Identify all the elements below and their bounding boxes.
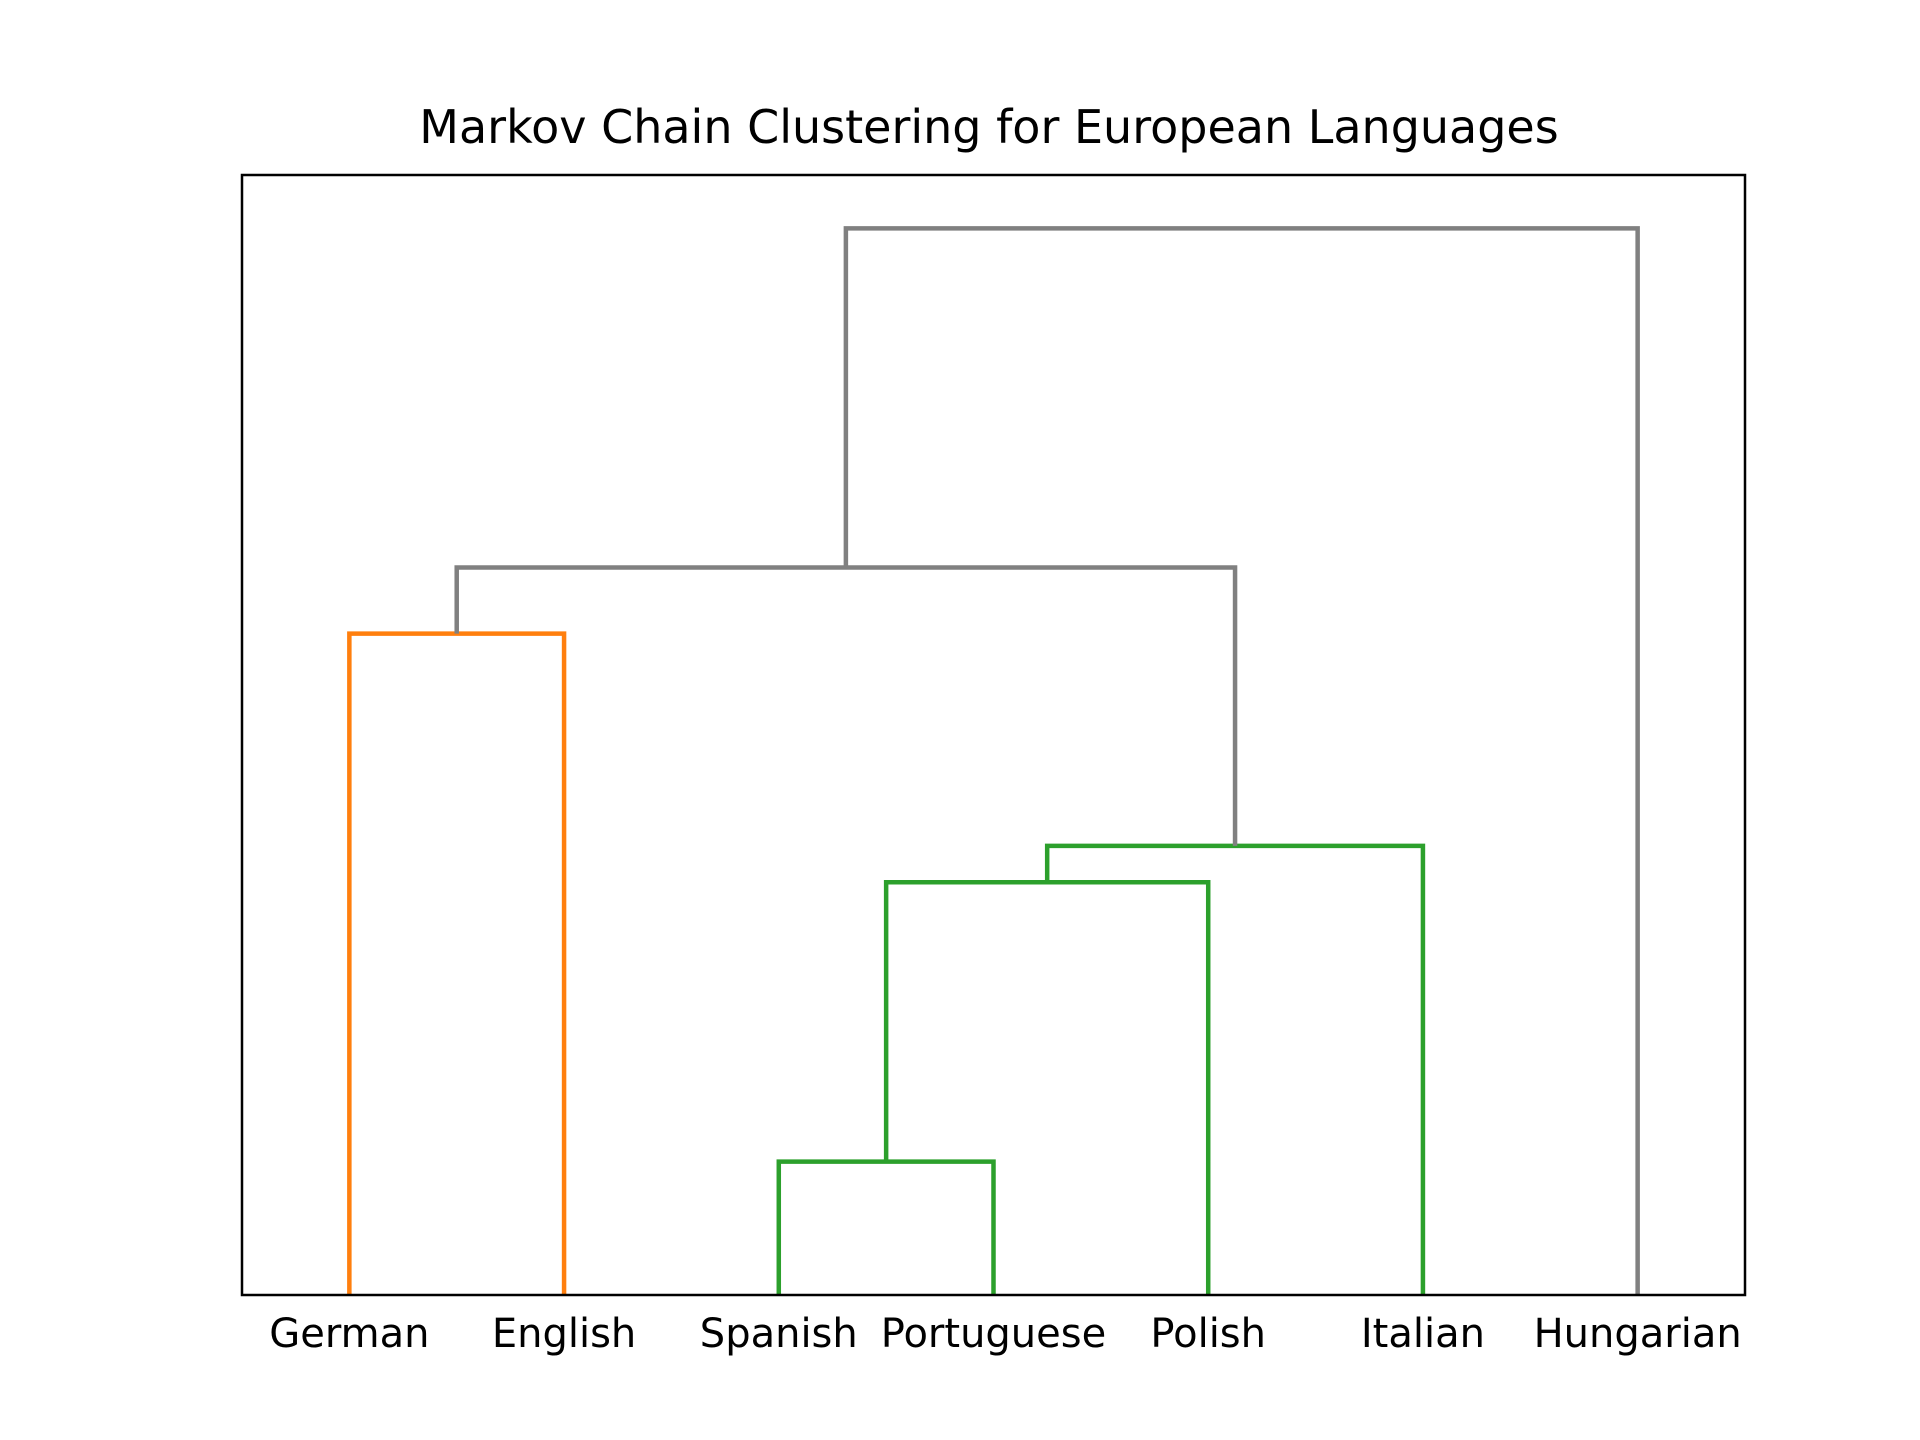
leaf-label-italian: Italian [1361, 1311, 1485, 1357]
leaf-label-spanish: Spanish [700, 1311, 858, 1357]
dendrogram-link-2 [883, 879, 1211, 1295]
leaf-label-polish: Polish [1150, 1311, 1266, 1357]
chart-title: Markov Chain Clustering for European Lan… [419, 100, 1559, 154]
dendrogram-link-1 [776, 1159, 996, 1295]
leaf-label-portuguese: Portuguese [881, 1311, 1106, 1357]
leaf-label-english: English [492, 1311, 636, 1357]
leaf-labels: German English Spanish Portuguese Polish Ital… [269, 1311, 1741, 1357]
dendrogram-link-5 [454, 565, 1238, 846]
dendrogram-link-4 [347, 631, 567, 1295]
dendrogram-link-6 [843, 226, 1640, 1295]
leaf-label-hungarian: Hungarian [1534, 1311, 1742, 1357]
leaf-label-german: German [269, 1311, 429, 1357]
dendrogram-links [347, 226, 1640, 1295]
plot-frame [240, 173, 1747, 1297]
dendrogram-link-3 [1044, 843, 1426, 1295]
